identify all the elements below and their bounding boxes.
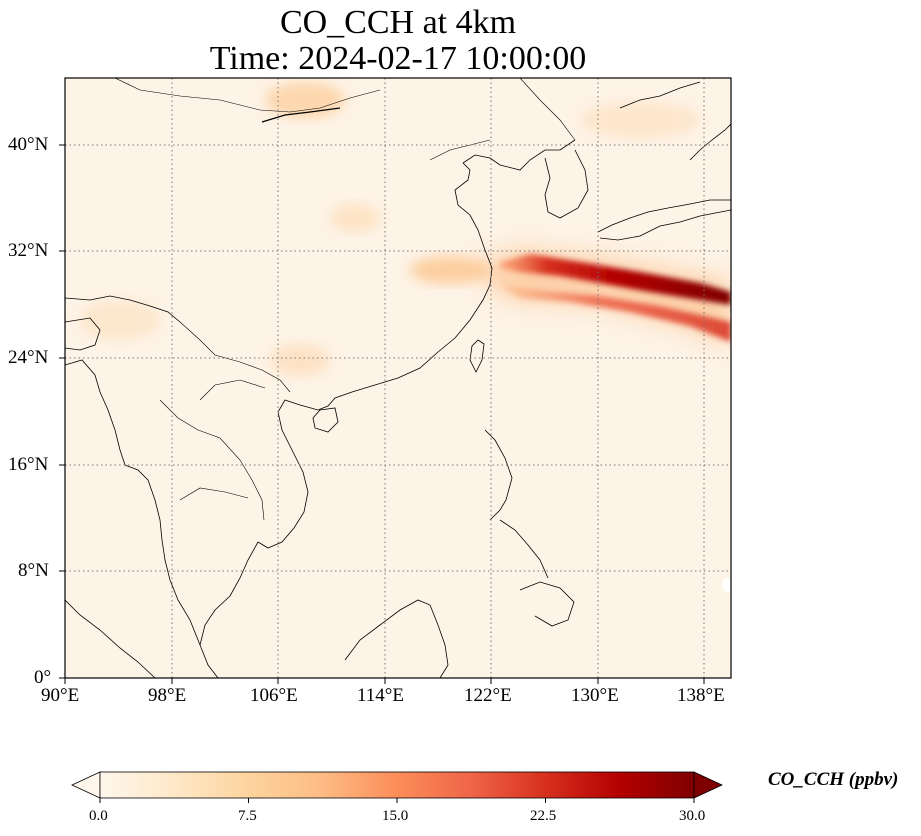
lon-tick-label: 138°E <box>677 685 725 706</box>
colorbar-extend-min <box>71 771 101 799</box>
colorbar-tick-label: 0.0 <box>89 808 108 824</box>
lon-tick-label: 114°E <box>357 685 404 706</box>
axis-ticks <box>59 144 705 684</box>
colorbar-tick-label: 22.5 <box>530 808 557 824</box>
colorbar <box>71 771 723 803</box>
concentration-field <box>65 78 731 678</box>
colorbar-tick-label: 30.0 <box>679 808 706 824</box>
lat-tick-label: 8°N <box>18 560 49 581</box>
map-title: CO_CCH at 4km <box>279 4 517 41</box>
lat-tick-label: 32°N <box>8 240 49 261</box>
lon-tick-label: 90°E <box>41 685 80 706</box>
colorbar-extend-max <box>693 771 723 799</box>
lat-tick-label: 24°N <box>8 347 49 368</box>
lon-tick-label: 106°E <box>250 685 298 706</box>
colorbar-gradient <box>99 771 695 799</box>
colorbar-label: CO_CCH (ppbv) <box>768 769 899 790</box>
coastlines <box>65 78 731 678</box>
gridlines <box>65 78 731 678</box>
map-subtitle: Time: 2024-02-17 10:00:00 <box>209 40 587 77</box>
lon-tick-label: 122°E <box>464 685 512 706</box>
lon-tick-label: 130°E <box>571 685 619 706</box>
lat-tick-label: 16°N <box>8 454 49 475</box>
map-frame <box>64 77 732 679</box>
lat-tick-label: 40°N <box>8 134 49 155</box>
lat-tick-label: 0° <box>34 667 52 688</box>
colorbar-tick-label: 7.5 <box>238 808 257 824</box>
colorbar-tick-label: 15.0 <box>382 808 409 824</box>
lon-tick-label: 98°E <box>148 685 187 706</box>
